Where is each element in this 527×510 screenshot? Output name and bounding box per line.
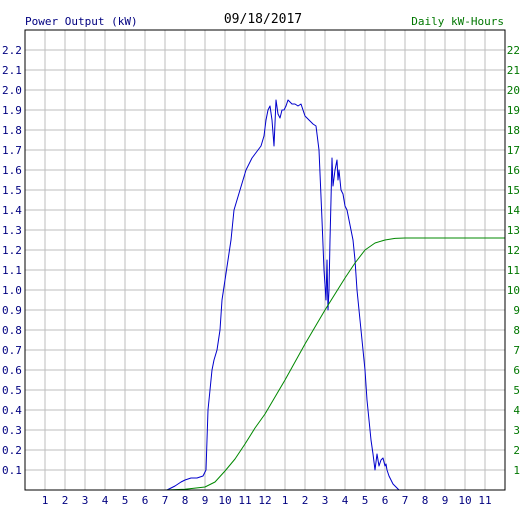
left-tick-label: 2.2 [2, 44, 22, 57]
x-tick-label: 5 [122, 494, 129, 507]
x-tick-label: 7 [162, 494, 169, 507]
left-tick-label: 1.2 [2, 244, 22, 257]
x-tick-label: 2 [62, 494, 69, 507]
x-tick-label: 6 [382, 494, 389, 507]
left-tick-label: 2.0 [2, 84, 22, 97]
right-tick-label: 11 [507, 264, 520, 277]
right-tick-label: 8 [513, 324, 520, 337]
daily-kwh-line [25, 237, 505, 491]
right-tick-label: 5 [513, 384, 520, 397]
grid-lines [25, 30, 505, 490]
left-tick-label: 0.6 [2, 364, 22, 377]
right-tick-label: 7 [513, 344, 520, 357]
left-tick-label: 1.0 [2, 284, 22, 297]
right-tick-label: 1 [513, 464, 520, 477]
left-tick-label: 0.8 [2, 324, 22, 337]
x-tick-label: 4 [102, 494, 109, 507]
x-tick-label: 6 [142, 494, 149, 507]
plot-frame [24, 29, 506, 491]
right-tick-label: 20 [507, 84, 520, 97]
x-tick-label: 8 [182, 494, 189, 507]
right-tick-label: 10 [507, 284, 520, 297]
left-tick-label: 1.3 [2, 224, 22, 237]
x-tick-label: 2 [302, 494, 309, 507]
x-tick-label: 10 [218, 494, 231, 507]
right-axis-title: Daily kW-Hours [411, 15, 504, 28]
x-tick-label: 11 [478, 494, 491, 507]
right-tick-label: 12 [507, 244, 520, 257]
left-tick-label: 0.1 [2, 464, 22, 477]
left-tick-label: 2.1 [2, 64, 22, 77]
right-tick-label: 14 [507, 204, 521, 217]
x-tick-label: 7 [402, 494, 409, 507]
left-tick-label: 0.4 [2, 404, 22, 417]
right-tick-label: 3 [513, 424, 520, 437]
left-tick-label: 1.5 [2, 184, 22, 197]
x-tick-label: 1 [282, 494, 289, 507]
right-tick-label: 21 [507, 64, 520, 77]
right-tick-label: 9 [513, 304, 520, 317]
x-tick-label: 11 [238, 494, 251, 507]
x-tick-label: 5 [362, 494, 369, 507]
left-tick-label: 1.6 [2, 164, 22, 177]
x-tick-label: 1 [42, 494, 49, 507]
right-tick-label: 17 [507, 144, 520, 157]
right-tick-label: 4 [513, 404, 520, 417]
left-tick-label: 1.8 [2, 124, 22, 137]
left-tick-label: 0.9 [2, 304, 22, 317]
left-tick-label: 1.9 [2, 104, 22, 117]
right-tick-label: 18 [507, 124, 520, 137]
right-tick-label: 2 [513, 444, 520, 457]
x-axis-ticks: 1 2 3 4 5 6 7 8 9 10 11 12 1 2 3 4 5 6 7 8 9 10 11 [42, 494, 492, 507]
left-tick-label: 0.5 [2, 384, 22, 397]
x-tick-label: 9 [442, 494, 449, 507]
left-tick-label: 1.4 [2, 204, 22, 217]
power-output-line [166, 99, 411, 491]
right-tick-label: 6 [513, 364, 520, 377]
right-tick-label: 16 [507, 164, 520, 177]
left-axis-title: Power Output (kW) [25, 15, 138, 28]
x-tick-label: 8 [422, 494, 429, 507]
x-tick-label: 12 [258, 494, 271, 507]
left-tick-label: 0.2 [2, 444, 22, 457]
series-lines [25, 99, 505, 491]
chart-date-title: 09/18/2017 [224, 12, 302, 27]
x-tick-label: 10 [458, 494, 471, 507]
x-tick-label: 9 [202, 494, 209, 507]
x-tick-label: 4 [342, 494, 349, 507]
x-tick-label: 3 [82, 494, 89, 507]
right-tick-label: 19 [507, 104, 520, 117]
left-tick-label: 0.7 [2, 344, 22, 357]
right-tick-label: 13 [507, 224, 520, 237]
right-tick-label: 15 [507, 184, 520, 197]
left-tick-label: 1.7 [2, 144, 22, 157]
right-tick-label: 22 [507, 44, 520, 57]
left-axis-ticks: 0.1 0.2 0.3 0.4 0.5 0.6 0.7 0.8 0.9 1.0 1.1 1.2 1.3 1… [2, 44, 22, 477]
left-tick-label: 0.3 [2, 424, 22, 437]
left-tick-label: 1.1 [2, 264, 22, 277]
x-tick-label: 3 [322, 494, 329, 507]
